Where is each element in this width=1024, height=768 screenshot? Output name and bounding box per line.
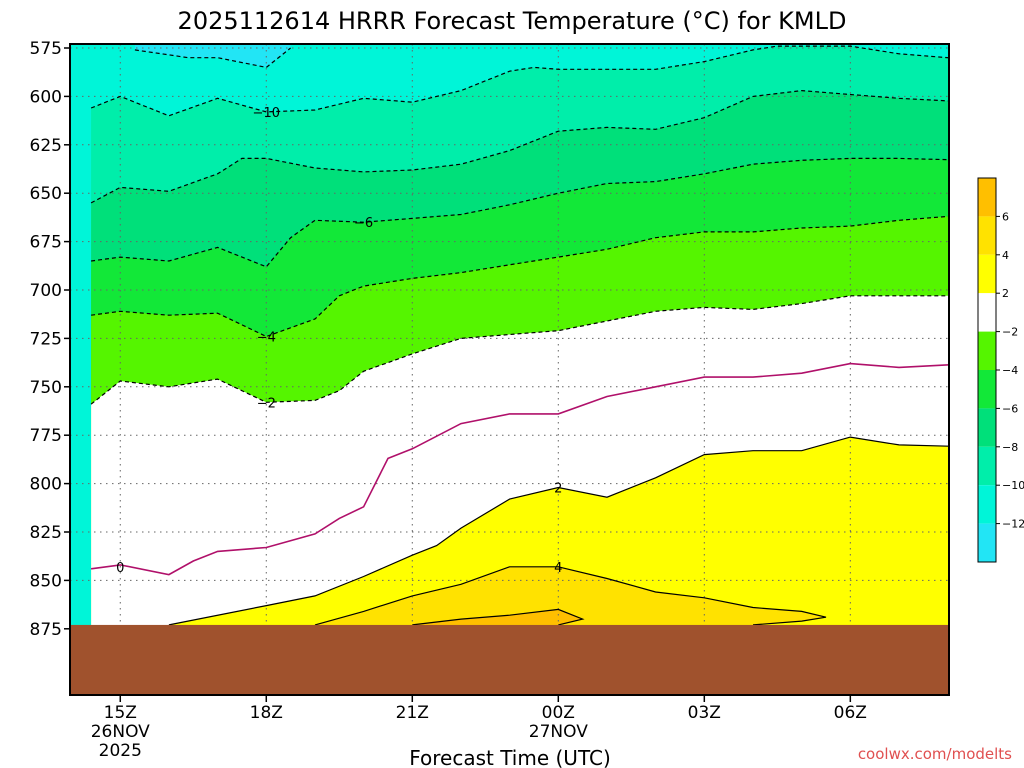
y-tick-label: 675: [30, 233, 62, 253]
colorbar-label: −10: [1002, 479, 1024, 492]
y-tick-label: 750: [30, 378, 62, 398]
band-6: [412, 609, 583, 625]
x-tick-label: 21Z: [396, 703, 429, 723]
contour-label: 4: [554, 561, 562, 576]
colorbar-segment: [978, 446, 996, 486]
contour-label: −4: [257, 330, 276, 345]
contour-labels: −10 −6 −4 −2 0 2 4: [116, 106, 562, 576]
y-tick-label: 775: [30, 426, 62, 446]
contour-line: [91, 215, 949, 338]
contour-line: [412, 608, 585, 626]
colorbar-segment: [978, 485, 996, 524]
colorbar-segment: [978, 523, 996, 562]
contour-lines: [90, 45, 949, 626]
colorbar-label: −4: [1002, 364, 1018, 377]
colorbar-segment: [978, 178, 996, 217]
contour-label: −6: [354, 216, 373, 231]
y-tick-label: 575: [30, 39, 62, 59]
y-tick-label: 825: [30, 523, 62, 543]
colorbar-label: 2: [1002, 287, 1009, 300]
y-tick-label: 875: [30, 620, 62, 640]
colorbar-label: 6: [1002, 210, 1009, 223]
colorbar-segment: [978, 370, 996, 409]
y-tick-label: 800: [30, 475, 62, 495]
colorbar: 6 4 2 −2 −4 −6 −8 −10 −12: [977, 177, 1024, 563]
y-tick-label: 600: [30, 87, 62, 107]
colorbar-label: −12: [1002, 518, 1024, 531]
contour-line: [90, 89, 949, 204]
contour-line: [168, 436, 949, 626]
x-date-label: 27NOV: [529, 722, 588, 742]
chart-title: 2025112614 HRRR Forecast Temperature (°C…: [178, 7, 847, 35]
x-date-label: 26NOV: [91, 722, 150, 742]
x-year-label: 2025: [99, 741, 142, 761]
ground-band: [70, 624, 949, 695]
colorbar-segment: [978, 254, 996, 294]
x-tick-label: 00Z: [542, 703, 575, 723]
credit-text: coolwx.com/modelts: [858, 745, 1012, 763]
x-tick-label: 06Z: [834, 703, 867, 723]
plot-area: [70, 44, 949, 695]
colorbar-segment: [978, 331, 996, 370]
x-tick-label: 18Z: [250, 703, 283, 723]
y-axis: 575 600 625 650 675 700 725 750 775 800 825 850 875: [30, 39, 70, 640]
x-axis-label: Forecast Time (UTC): [409, 746, 611, 768]
contour-line: [90, 362, 949, 576]
colorbar-segment: [978, 408, 996, 447]
grid-lines: [70, 44, 949, 695]
colorbar-label: −6: [1002, 402, 1018, 415]
y-tick-label: 725: [30, 329, 62, 349]
colorbar-label: −8: [1002, 441, 1018, 454]
contour-label: 2: [554, 481, 562, 496]
plot-frame: [69, 43, 950, 696]
band-below-minus-12: [134, 44, 291, 68]
contour-line: [314, 566, 827, 626]
colorbar-label: 4: [1002, 249, 1009, 262]
x-tick-label: 15Z: [104, 703, 137, 723]
band-4: [315, 566, 826, 625]
contour-line: [134, 47, 291, 69]
contour-line: [91, 157, 949, 268]
band-2: [168, 437, 949, 639]
contour-line: [90, 45, 949, 117]
y-tick-label: 625: [30, 136, 62, 156]
temperature-fills: [70, 44, 949, 695]
colorbar-segment: [978, 216, 996, 255]
y-tick-label: 650: [30, 184, 62, 204]
contour-label: −10: [253, 106, 280, 121]
y-tick-label: 850: [30, 571, 62, 591]
colorbar-segment: [978, 293, 996, 332]
x-tick-label: 03Z: [688, 703, 721, 723]
colorbar-label: −2: [1002, 326, 1018, 339]
contour-label: 0: [116, 561, 124, 576]
contour-label: −2: [257, 396, 276, 411]
y-tick-label: 700: [30, 281, 62, 301]
contour-line: [90, 295, 949, 405]
